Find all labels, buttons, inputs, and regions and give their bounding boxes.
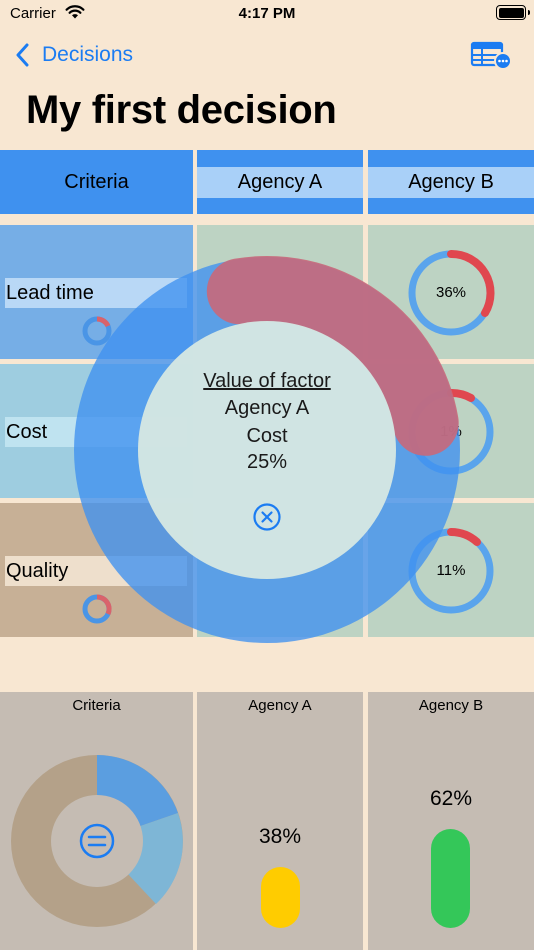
header-agency-a-label: Agency A <box>197 166 363 198</box>
header-agency-b[interactable]: Agency B <box>368 150 534 214</box>
popup-criterion: Cost <box>246 425 288 447</box>
popup-value: 25% <box>246 451 288 473</box>
page-title: My first decision <box>26 88 337 132</box>
results-agency-b-column: Agency B 62% <box>368 692 534 950</box>
header-agency-b-label: Agency B <box>368 166 534 198</box>
results-option-score: 62% <box>429 787 473 810</box>
results-option-bar <box>431 829 470 928</box>
criterion-weight-donut <box>82 594 112 624</box>
battery-icon <box>496 5 530 20</box>
header-criteria-label: Criteria <box>64 170 129 193</box>
back-button-label: Decisions <box>42 43 134 66</box>
results-option-bar <box>261 867 300 928</box>
results-option-title: Agency A <box>248 697 312 714</box>
score-value: 11% <box>436 562 466 579</box>
back-button[interactable]: Decisions <box>16 40 133 70</box>
criterion-weight-donut <box>82 316 112 346</box>
results-agency-a-column: Agency A 38% <box>197 692 363 950</box>
popup-title: Value of factor <box>203 370 331 392</box>
chevron-left-icon <box>16 43 29 67</box>
status-bar: Carrier 4:17 PM <box>0 0 534 30</box>
carrier-label: Carrier <box>10 5 56 22</box>
clock: 4:17 PM <box>238 5 296 22</box>
criterion-cell-lead-time[interactable]: Lead time <box>0 225 193 359</box>
score-cell-agency-b-quality[interactable]: 11% <box>368 503 534 637</box>
score-value: 36% <box>435 284 467 301</box>
close-icon[interactable] <box>252 502 282 532</box>
header-criteria: Criteria <box>0 150 193 214</box>
wifi-icon <box>65 5 85 19</box>
results-option-title: Agency B <box>418 697 484 714</box>
score-cell-agency-b-lead-time[interactable]: 36% <box>368 225 534 359</box>
criterion-label: Lead time <box>5 278 187 308</box>
criteria-weights-pie[interactable] <box>10 754 184 928</box>
table-options-icon[interactable] <box>470 40 512 70</box>
score-cell-agency-a-lead-time[interactable] <box>197 225 363 359</box>
results-criteria-column: Criteria <box>0 692 193 950</box>
popup-option: Agency A <box>224 397 310 419</box>
results-criteria-title: Criteria <box>72 697 121 714</box>
equal-weights-icon[interactable] <box>78 822 116 860</box>
criterion-cell-quality[interactable]: Quality <box>0 503 193 637</box>
results-option-score: 38% <box>258 825 302 848</box>
criterion-label: Quality <box>5 556 187 586</box>
header-agency-a[interactable]: Agency A <box>197 150 363 214</box>
